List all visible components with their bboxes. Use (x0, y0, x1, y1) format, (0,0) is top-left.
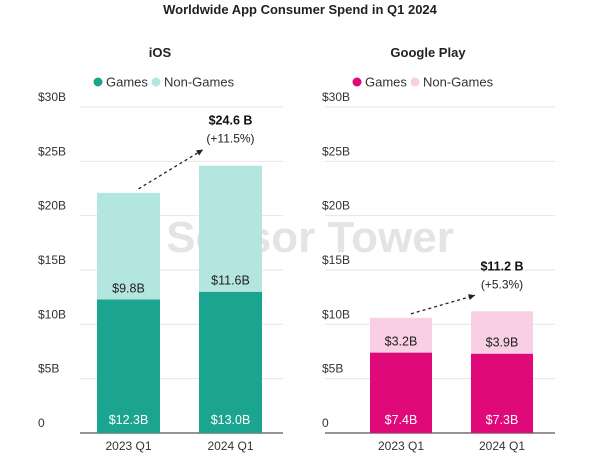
y-tick-label: $5B (38, 362, 59, 376)
data-label: $12.3B (109, 413, 149, 427)
chart-title: Worldwide App Consumer Spend in Q1 2024 (163, 2, 438, 17)
y-tick-label: $15B (38, 253, 66, 267)
legend-label: Games (365, 75, 407, 90)
change-label: (+11.5%) (206, 132, 254, 146)
total-label: $11.2 B (480, 259, 523, 273)
trend-arrow-line (138, 149, 204, 190)
data-label: $9.8B (112, 281, 145, 295)
total-label: $24.6 B (209, 114, 253, 128)
legend-label: Games (106, 75, 148, 90)
legend-marker (410, 77, 420, 87)
trend-arrow-head (468, 294, 475, 300)
y-tick-label: 0 (322, 416, 329, 430)
y-tick-label: $20B (322, 199, 350, 213)
panel-subtitle: Google Play (390, 45, 466, 60)
y-tick-label: 0 (38, 416, 45, 430)
legend-label: Non-Games (164, 75, 235, 90)
x-tick-label: 2023 Q1 (378, 439, 424, 453)
y-tick-label: $10B (322, 307, 350, 321)
data-label: $13.0B (211, 413, 251, 427)
data-label: $3.9B (486, 336, 519, 350)
x-tick-label: 2023 Q1 (105, 439, 151, 453)
legend-marker (93, 77, 103, 87)
bar-segment (471, 353, 533, 433)
trend-arrow-line (410, 294, 476, 315)
bar-segment (199, 291, 262, 433)
data-label: $7.3B (486, 413, 519, 427)
bar-segment (471, 311, 533, 354)
y-tick-label: $30B (322, 90, 350, 104)
trend-arrow-head (196, 149, 203, 156)
y-tick-label: $25B (38, 144, 66, 158)
data-label: $11.6B (211, 274, 250, 288)
x-tick-label: 2024 Q1 (207, 439, 253, 453)
change-label: (+5.3%) (481, 277, 523, 291)
data-label: $3.2B (385, 335, 418, 349)
y-tick-label: $25B (322, 144, 350, 158)
bar-segment (199, 165, 262, 292)
y-tick-label: $10B (38, 307, 66, 321)
legend-marker (352, 77, 362, 87)
bar-segment (370, 352, 432, 433)
x-tick-label: 2024 Q1 (479, 439, 525, 453)
bar-segment (97, 299, 160, 433)
bar-segment (370, 317, 432, 353)
y-tick-label: $5B (322, 362, 343, 376)
bar-segment (97, 192, 160, 300)
legend-marker (151, 77, 161, 87)
y-tick-label: $20B (38, 199, 66, 213)
y-tick-label: $15B (322, 253, 350, 267)
y-tick-label: $30B (38, 90, 66, 104)
panel-subtitle: iOS (149, 45, 172, 60)
legend-label: Non-Games (423, 75, 494, 90)
data-label: $7.4B (385, 413, 418, 427)
